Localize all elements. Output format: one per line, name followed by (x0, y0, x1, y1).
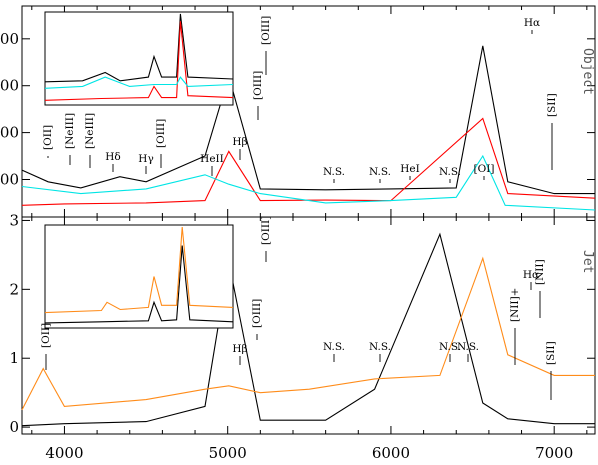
bottom-line-label: N.S. (457, 341, 479, 353)
inset1-cyan (44, 76, 234, 89)
bottom-line-label: [OII] (40, 323, 52, 348)
spectra-lines (21, 45, 596, 427)
bottom-line-label: [OIII] (251, 299, 263, 328)
bottom-line-label: [NII] (534, 259, 546, 285)
top-inset-spectra (44, 13, 234, 101)
x-tick-label: 4000 (45, 444, 83, 462)
spectrum-series-0-0 (21, 45, 595, 195)
top-line-label: N.S. (323, 166, 345, 178)
inset1-black (44, 13, 234, 83)
bottom-line-label: N.S. (439, 341, 461, 353)
line-annotations: [OII] [NeIII] [NeIII]Hδ Hγ[OIII]HeIIHβ[OIII… (40, 16, 558, 400)
spectrum-series-1-1 (21, 256, 595, 411)
bottom-line-label: Hβ (232, 343, 247, 355)
top-line-label: [OIII] (260, 16, 272, 45)
y-tick-label: 200 (0, 124, 19, 142)
x-tick-label: 6000 (372, 444, 410, 462)
spectrum-series-0-2 (21, 154, 596, 211)
inset2-black (44, 245, 234, 324)
top-line-label: [SII] (546, 93, 558, 117)
top-line-label: [OIII] (155, 119, 167, 148)
y-tick-label: 3 (9, 211, 19, 229)
top-line-label: Hβ (232, 136, 247, 148)
y-tick-label: 400 (0, 30, 19, 48)
spectrum-series-1-0 (21, 232, 595, 427)
top-line-label: HeII (200, 153, 224, 165)
top-line-label: HeI (400, 163, 420, 175)
y-tick-label: 100 (0, 170, 19, 188)
top-line-label: Hδ (105, 151, 120, 163)
bottom-inset-spectra (44, 227, 234, 324)
spectrum-series-0-1 (21, 117, 596, 206)
top-inset-frame (44, 11, 234, 106)
x-tick-label: 7000 (535, 444, 573, 462)
y-tick-label: 0 (9, 418, 19, 436)
bottom-line-label: Hα (523, 269, 539, 281)
panel-label-object: Object (580, 48, 595, 95)
axis-tick-labels: 10020030040001234000500060007000 (0, 30, 573, 462)
top-line-label: Hα (524, 17, 540, 29)
y-tick-label: 2 (9, 280, 19, 298)
bottom-line-label: [NII]+ (509, 288, 521, 322)
bottom-line-label: N.S. (323, 341, 345, 353)
panel-label-jet: Jet (580, 250, 595, 273)
top-line-label: [OIII] (252, 71, 264, 100)
top-line-label: [OI] (474, 163, 495, 175)
x-tick-label: 5000 (209, 444, 247, 462)
top-line-label: [OII] (42, 125, 54, 150)
bottom-line-label: N.S. (369, 341, 391, 353)
y-tick-label: 300 (0, 77, 19, 95)
inset2-orange (44, 227, 234, 314)
inset1-red (44, 21, 234, 101)
top-line-label: N.S. (439, 166, 461, 178)
bottom-inset-frame (44, 224, 234, 329)
y-tick-label: 1 (9, 349, 19, 367)
bottom-line-label: [OIII] (260, 216, 272, 245)
bottom-panel-frame (21, 216, 596, 435)
top-line-label: [NeIII] (84, 113, 96, 149)
top-line-label: [NeIII] (64, 113, 76, 149)
top-line-label: N.S. (369, 166, 391, 178)
bottom-line-label: [SII] (545, 341, 557, 365)
top-line-label: Hγ (138, 153, 153, 165)
